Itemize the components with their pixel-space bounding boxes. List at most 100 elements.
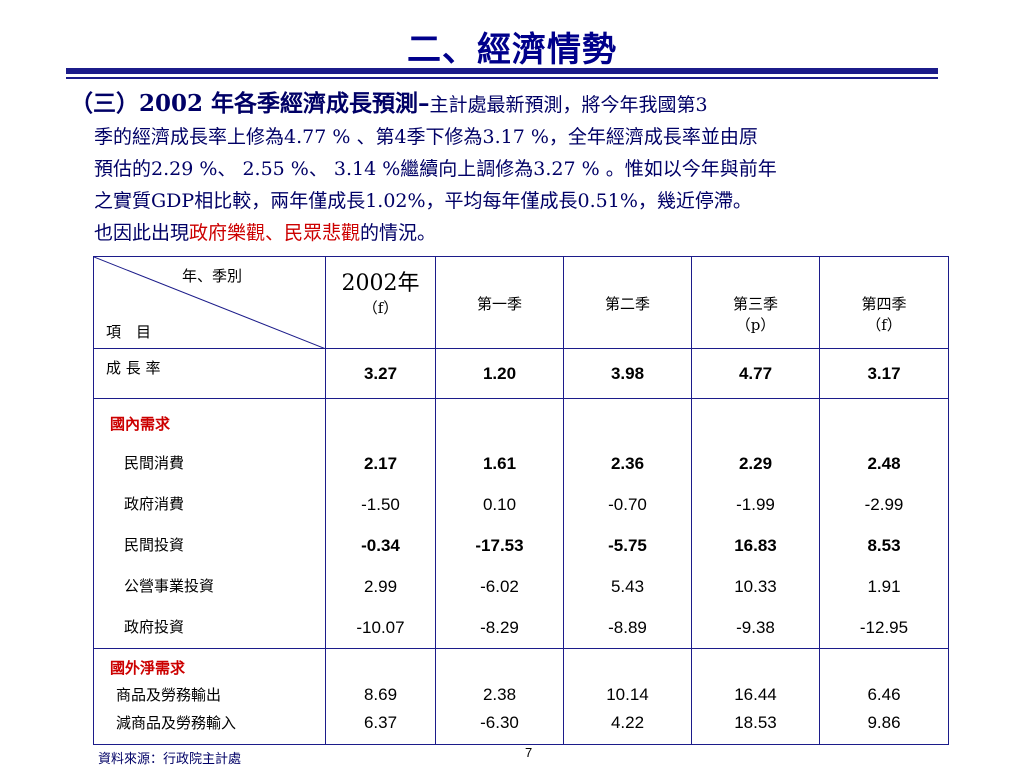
cell-value: -5.75 bbox=[608, 536, 647, 555]
corner-bottom-label: 項 目 bbox=[106, 323, 152, 341]
row-label: 政府消費 bbox=[124, 495, 185, 513]
para-line-4: 之實質GDP相比較，兩年僅成長1.02%，平均每年僅成長0.51%，幾近停滯。 bbox=[94, 190, 752, 212]
section-heading: （三）2002 年各季經濟成長預測 bbox=[70, 90, 419, 117]
cell-value: -9.38 bbox=[736, 618, 775, 637]
domestic-block: 國內需求 民間消費 政府消費 民間投資 公營事業投資 政府投資 2.17 -1.… bbox=[93, 398, 949, 649]
cell-value: -0.34 bbox=[361, 536, 400, 555]
domestic-heading: 國內需求 bbox=[110, 415, 171, 433]
corner-top-label: 年、季別 bbox=[182, 267, 243, 285]
page-number: 7 bbox=[525, 745, 533, 760]
foreign-2002: 8.69 6.37 bbox=[325, 648, 436, 745]
cell-value: 8.53 bbox=[867, 536, 901, 555]
domestic-labels: 國內需求 民間消費 政府消費 民間投資 公營事業投資 政府投資 bbox=[93, 398, 326, 649]
cell-value: -0.70 bbox=[608, 495, 647, 514]
growth-row: 成 長 率 3.27 1.20 3.98 4.77 3.17 bbox=[93, 348, 949, 399]
cell-value: -17.53 bbox=[475, 536, 524, 555]
slide-title: 二、經濟情勢 bbox=[407, 30, 617, 70]
cell-value: 6.37 bbox=[363, 713, 398, 732]
cell-value: -12.95 bbox=[859, 618, 909, 637]
cell-value: 10.33 bbox=[734, 577, 777, 596]
row-label: 商品及勞務輸出 bbox=[116, 686, 222, 704]
growth-label: 成 長 率 bbox=[93, 348, 326, 399]
para-line-5: 也因此出現政府樂觀、民眾悲觀的情況。 bbox=[70, 217, 950, 249]
title-rule-thin bbox=[66, 77, 938, 79]
cell-value: 8.69 bbox=[363, 685, 398, 704]
growth-value: 3.27 bbox=[325, 348, 436, 399]
cell-value: 5.43 bbox=[610, 577, 645, 596]
para-line-2: 季的經濟成長率上修為4.77 % 、第4季下修為3.17 %，全年經濟成長率並由… bbox=[94, 126, 758, 148]
growth-value: 3.17 bbox=[819, 348, 949, 399]
row-label: 公營事業投資 bbox=[124, 577, 215, 595]
foreign-block: 國外淨需求 商品及勞務輸出 減商品及勞務輸入 8.69 6.37 2.38 -6… bbox=[93, 648, 949, 745]
header-q3: 第三季 （p） bbox=[691, 256, 820, 349]
growth-value: 1.20 bbox=[435, 348, 564, 399]
cell-value: -6.30 bbox=[480, 713, 519, 732]
cell-value: 2.36 bbox=[610, 454, 645, 473]
header-q1: 第一季 bbox=[435, 256, 564, 349]
growth-value: 4.77 bbox=[691, 348, 820, 399]
header-q3-label: 第三季 bbox=[732, 295, 778, 313]
diagonal-line bbox=[94, 257, 326, 349]
col-2002-values: 2.17 -1.50 -0.34 2.99 -10.07 bbox=[325, 398, 436, 649]
header-q3-sub: （p） bbox=[735, 316, 776, 334]
growth-value: 3.98 bbox=[563, 348, 692, 399]
para-line-5-a: 也因此出現 bbox=[94, 222, 190, 244]
cell-value: 9.86 bbox=[867, 713, 901, 732]
col-q3-values: 2.29 -1.99 16.83 10.33 -9.38 bbox=[691, 398, 820, 649]
col-q4-values: 2.48 -2.99 8.53 1.91 -12.95 bbox=[819, 398, 949, 649]
row-label: 減商品及勞務輸入 bbox=[116, 714, 237, 732]
cell-value: -10.07 bbox=[356, 618, 405, 637]
row-label: 民間投資 bbox=[124, 536, 185, 554]
header-row: 年、季別 項 目 2002年 （f） 第一季 第二季 第三季 （p） 第四季 （… bbox=[93, 256, 949, 349]
foreign-labels: 國外淨需求 商品及勞務輸出 減商品及勞務輸入 bbox=[93, 648, 326, 745]
cell-value: 2.17 bbox=[363, 454, 398, 473]
col-q1-values: 1.61 0.10 -17.53 -6.02 -8.29 bbox=[435, 398, 564, 649]
header-q1-label: 第一季 bbox=[476, 295, 522, 313]
header-2002-sub: （f） bbox=[362, 299, 399, 317]
header-2002-label: 2002年 bbox=[341, 271, 420, 296]
growth-table: 年、季別 項 目 2002年 （f） 第一季 第二季 第三季 （p） 第四季 （… bbox=[93, 256, 949, 745]
para-line-3: 預估的2.29 %、 2.55 %、 3.14 %繼續向上調修為3.27 % 。… bbox=[94, 158, 777, 180]
foreign-q3: 16.44 18.53 bbox=[691, 648, 820, 745]
header-q2-label: 第二季 bbox=[604, 295, 650, 313]
header-q4: 第四季 （f） bbox=[819, 256, 949, 349]
cell-value: 4.22 bbox=[610, 713, 645, 732]
cell-value: -1.99 bbox=[736, 495, 775, 514]
highlight-text: 政府樂觀、民眾悲觀 bbox=[189, 222, 361, 244]
cell-value: -8.89 bbox=[608, 618, 647, 637]
cell-value: 2.48 bbox=[867, 454, 901, 473]
cell-value: 16.83 bbox=[734, 536, 777, 555]
foreign-q2: 10.14 4.22 bbox=[563, 648, 692, 745]
col-q2-values: 2.36 -0.70 -5.75 5.43 -8.89 bbox=[563, 398, 692, 649]
foreign-q4: 6.46 9.86 bbox=[819, 648, 949, 745]
cell-value: 1.61 bbox=[482, 454, 517, 473]
cell-value: 2.99 bbox=[363, 577, 398, 596]
cell-value: -2.99 bbox=[864, 495, 904, 514]
heading-dash: – bbox=[418, 90, 430, 117]
para-line-1: 主計處最新預測，將今年我國第3 bbox=[429, 94, 708, 116]
header-2002: 2002年 （f） bbox=[325, 256, 436, 349]
foreign-heading: 國外淨需求 bbox=[110, 659, 186, 677]
cell-value: 10.14 bbox=[606, 685, 649, 704]
cell-value: -1.50 bbox=[361, 495, 400, 514]
foreign-q1: 2.38 -6.30 bbox=[435, 648, 564, 745]
cell-value: 18.53 bbox=[734, 713, 777, 732]
cell-value: 2.38 bbox=[482, 685, 517, 704]
cell-value: 0.10 bbox=[482, 495, 517, 514]
header-q4-label: 第四季 bbox=[861, 295, 907, 313]
header-q2: 第二季 bbox=[563, 256, 692, 349]
cell-value: -8.29 bbox=[480, 618, 519, 637]
cell-value: 1.91 bbox=[867, 577, 901, 596]
row-label: 民間消費 bbox=[124, 454, 185, 472]
cell-value: 6.46 bbox=[867, 685, 901, 704]
cell-value: 16.44 bbox=[734, 685, 777, 704]
source-note: 資料來源：行政院主計處 bbox=[98, 752, 242, 767]
summary-paragraph: （三）2002 年各季經濟成長預測–主計處最新預測，將今年我國第3 季的經濟成長… bbox=[70, 88, 950, 249]
row-label: 政府投資 bbox=[124, 618, 185, 636]
title-rule-thick bbox=[66, 68, 938, 74]
header-q4-sub: （f） bbox=[866, 316, 902, 334]
corner-header-cell: 年、季別 項 目 bbox=[93, 256, 326, 349]
cell-value: 2.29 bbox=[738, 454, 773, 473]
cell-value: -6.02 bbox=[480, 577, 519, 596]
para-line-5-b: 的情況。 bbox=[360, 222, 437, 244]
